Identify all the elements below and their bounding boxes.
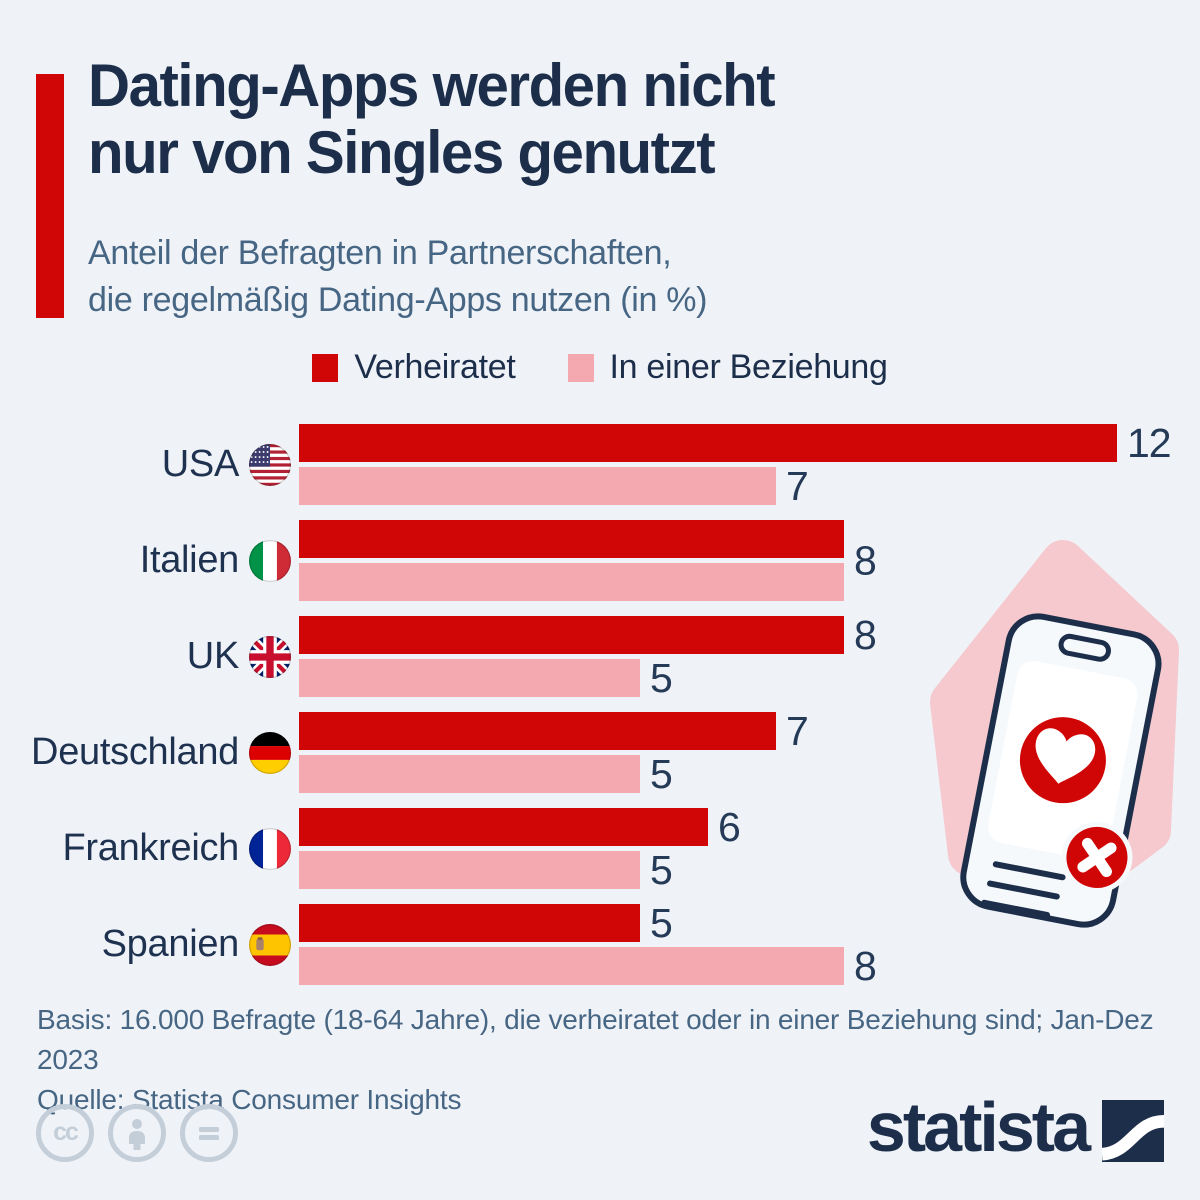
category-name: Frankreich	[62, 827, 240, 869]
legend-swatch	[567, 353, 594, 382]
category-label: Frankreich	[0, 808, 299, 889]
bar-chart: USA 12 7 Italien 8 UK 8 5 Deutschland 7 5 Frankreic…	[0, 420, 1200, 1000]
bar-value-label: 5	[650, 751, 673, 797]
title-accent-bar	[36, 74, 64, 318]
legend-label: In einer Beziehung	[609, 348, 888, 386]
bar-group: 8	[299, 520, 1200, 601]
bar-verheiratet	[299, 712, 776, 750]
flag-usa-icon	[249, 443, 291, 486]
chart-row-usa: USA 12 7	[0, 420, 1200, 509]
flag-germany-icon	[249, 731, 291, 774]
chart-row-uk: UK 8 5	[0, 612, 1200, 701]
flag-italy-icon	[249, 539, 291, 582]
bar-in-einer-beziehung	[299, 659, 640, 697]
legend-entry-0: Verheiratet	[312, 348, 516, 387]
attribution-icon	[108, 1104, 166, 1162]
bar-in-einer-beziehung	[299, 755, 640, 793]
bar-in-einer-beziehung	[299, 467, 776, 505]
bar-value-label: 7	[786, 708, 809, 754]
title-line-2: nur von Singles genutzt	[88, 119, 716, 186]
bar-value-label: 8	[854, 943, 877, 989]
chart-row-deutschland: Deutschland 7 5	[0, 708, 1200, 797]
bar-in-einer-beziehung	[299, 851, 640, 889]
bar-in-einer-beziehung	[299, 563, 844, 601]
category-label: Deutschland	[0, 712, 299, 793]
chart-subtitle: Anteil der Befragten in Partnerschaften,…	[88, 230, 708, 324]
equal-icon	[180, 1104, 238, 1162]
bar-value-label: 7	[786, 463, 809, 509]
bar-value-label: 12	[1127, 420, 1172, 466]
cc-icon: cc	[36, 1104, 94, 1162]
statista-wordmark: statista	[866, 1088, 1091, 1166]
category-label: UK	[0, 616, 299, 697]
statista-logo-mark	[1102, 1100, 1164, 1162]
chart-row-spanien: Spanien 5 8	[0, 900, 1200, 989]
bar-verheiratet	[299, 424, 1117, 462]
title-line-1: Dating-Apps werden nicht	[88, 52, 776, 119]
category-label: Italien	[0, 520, 299, 601]
basis-note: Basis: 16.000 Befragte (18-64 Jahre), di…	[37, 1004, 1154, 1075]
flag-uk-icon	[249, 635, 291, 678]
legend-entry-1: In einer Beziehung	[567, 348, 888, 387]
subtitle-line-2: die regelmäßig Dating-Apps nutzen (in %)	[88, 281, 708, 319]
bar-value-label: 5	[650, 655, 673, 701]
chart-row-italien: Italien 8	[0, 520, 1200, 601]
flag-spain-icon	[249, 923, 291, 966]
bar-value-label: 6	[718, 804, 741, 850]
bar-value-label: 8	[854, 612, 877, 658]
bar-verheiratet	[299, 616, 844, 654]
bar-in-einer-beziehung	[299, 947, 844, 985]
legend-swatch	[312, 353, 339, 382]
bar-verheiratet	[299, 520, 844, 558]
chart-legend: Verheiratet In einer Beziehung	[0, 348, 1200, 387]
bar-verheiratet	[299, 808, 708, 846]
bar-value-label: 5	[650, 847, 673, 893]
chart-row-frankreich: Frankreich 6 5	[0, 804, 1200, 893]
source-note: Quelle: Statista Consumer Insights	[37, 1084, 462, 1115]
page-title: Dating-Apps werden nicht nur von Singles …	[88, 52, 776, 186]
category-name: Spanien	[101, 923, 240, 965]
category-label: Spanien	[0, 904, 299, 985]
chart-footnote: Basis: 16.000 Befragte (18-64 Jahre), di…	[37, 1000, 1177, 1120]
category-name: Deutschland	[31, 731, 239, 773]
statista-logo: statista	[867, 1092, 1164, 1166]
license-icons: cc	[36, 1104, 238, 1162]
category-name: UK	[186, 635, 240, 677]
bar-value-label: 5	[650, 900, 673, 946]
bar-value-label: 8	[854, 537, 877, 583]
category-name: Italien	[139, 539, 240, 581]
subtitle-line-1: Anteil der Befragten in Partnerschaften,	[88, 234, 672, 272]
bar-verheiratet	[299, 904, 640, 942]
flag-france-icon	[249, 827, 291, 870]
category-label: USA	[0, 424, 299, 505]
bar-group: 12 7	[299, 420, 1200, 509]
legend-label: Verheiratet	[354, 348, 516, 386]
category-name: USA	[161, 443, 240, 485]
